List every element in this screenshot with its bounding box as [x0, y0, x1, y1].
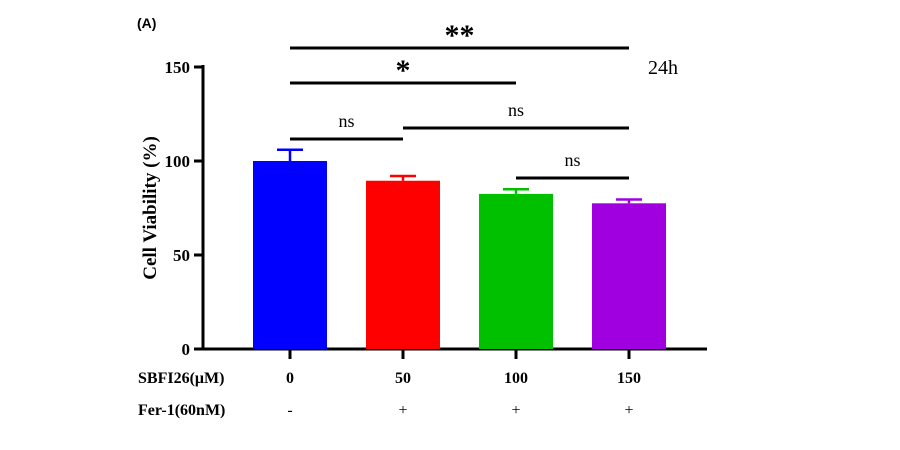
- row-label-sbfi26: SBFI26(μM): [138, 370, 224, 387]
- fer1-label: +: [624, 402, 633, 419]
- x-tick-label: 100: [504, 370, 528, 387]
- row-label-fer1: Fer-1(60nM): [138, 402, 225, 419]
- significance-label: *: [396, 54, 411, 87]
- significance-label: ns: [564, 150, 580, 170]
- y-axis-label: Cell Viability (%): [140, 136, 161, 280]
- timepoint-annotation: 24h: [648, 57, 678, 79]
- bar: [479, 193, 553, 349]
- bar: [253, 161, 327, 349]
- x-tick-label: 50: [395, 370, 411, 387]
- fer1-label: +: [511, 402, 520, 419]
- fer1-label: +: [398, 402, 407, 419]
- y-tick-label: 0: [182, 340, 191, 359]
- y-tick-label: 50: [173, 246, 190, 265]
- x-tick-label: 0: [286, 370, 294, 387]
- significance-label: ns: [338, 111, 354, 131]
- bar: [366, 180, 440, 349]
- bar: [592, 203, 666, 349]
- significance-label: ns: [508, 100, 524, 120]
- y-tick-label: 150: [165, 58, 191, 77]
- significance-label: **: [445, 19, 475, 52]
- panel-label: (A): [137, 15, 156, 31]
- fer1-label: -: [287, 402, 292, 419]
- x-tick-label: 150: [617, 370, 641, 387]
- y-tick-label: 100: [165, 152, 191, 171]
